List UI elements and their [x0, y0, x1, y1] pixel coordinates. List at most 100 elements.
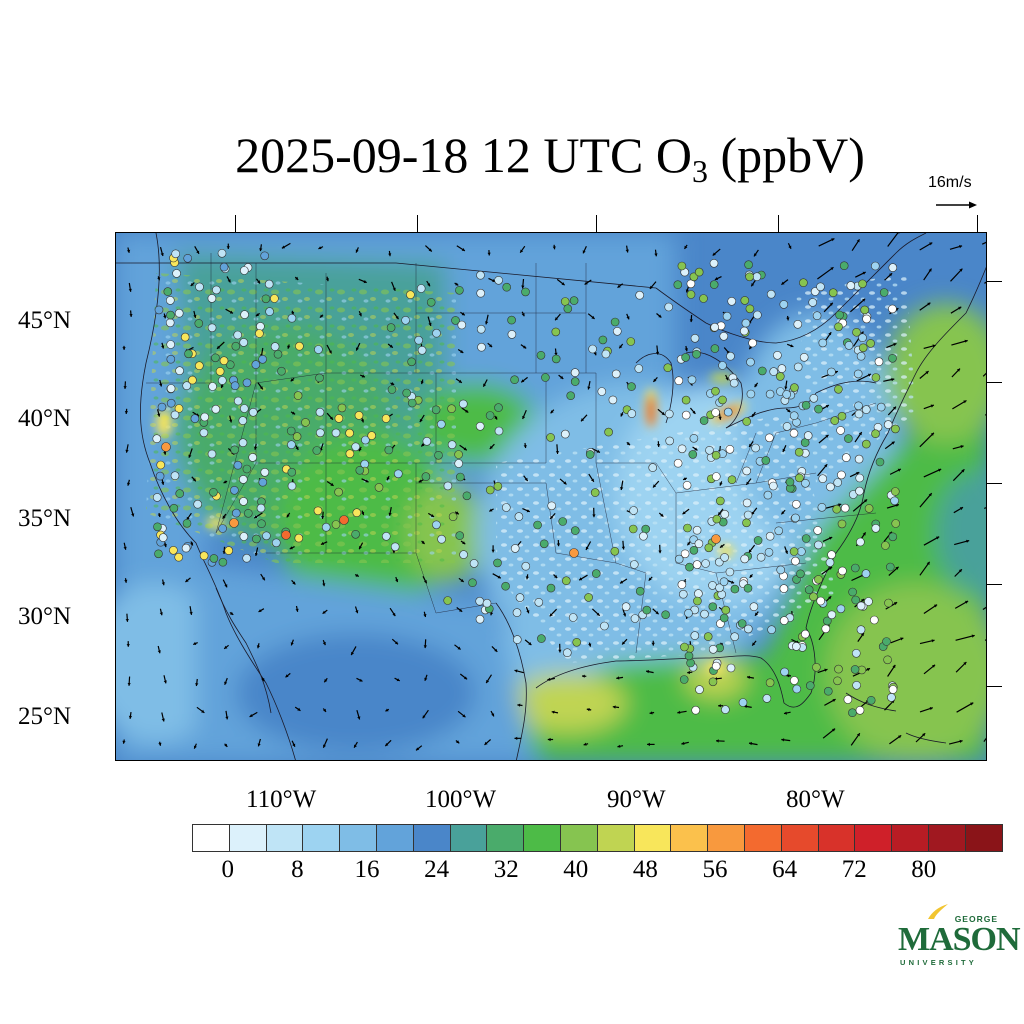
station-marker[interactable] — [746, 357, 755, 367]
station-marker[interactable] — [230, 445, 239, 455]
station-marker[interactable] — [585, 450, 595, 459]
station-marker[interactable] — [501, 503, 511, 512]
station-marker[interactable] — [287, 481, 297, 491]
station-marker[interactable] — [684, 651, 694, 661]
station-marker[interactable] — [558, 517, 568, 526]
station-marker[interactable] — [512, 608, 522, 617]
station-marker[interactable] — [629, 560, 639, 569]
station-marker[interactable] — [856, 351, 866, 361]
station-marker[interactable] — [251, 360, 261, 369]
station-marker[interactable] — [851, 595, 861, 605]
station-marker[interactable] — [493, 482, 503, 491]
station-marker[interactable] — [166, 310, 175, 320]
station-marker[interactable] — [687, 375, 697, 385]
station-marker[interactable] — [855, 705, 865, 715]
station-marker[interactable] — [679, 675, 689, 684]
station-marker[interactable] — [861, 439, 871, 449]
station-marker[interactable] — [381, 414, 391, 423]
station-marker[interactable] — [635, 586, 645, 596]
station-marker[interactable] — [856, 537, 865, 547]
station-marker[interactable] — [207, 449, 217, 459]
station-marker[interactable] — [547, 501, 557, 511]
station-marker[interactable] — [256, 503, 266, 513]
station-marker[interactable] — [207, 294, 217, 303]
station-marker[interactable] — [161, 442, 171, 452]
station-marker[interactable] — [785, 477, 795, 487]
station-marker[interactable] — [260, 251, 269, 261]
station-marker[interactable] — [570, 368, 580, 377]
station-marker[interactable] — [700, 609, 709, 619]
station-marker[interactable] — [726, 663, 736, 673]
station-marker[interactable] — [822, 616, 832, 626]
station-marker[interactable] — [226, 360, 235, 369]
station-marker[interactable] — [437, 534, 446, 544]
station-marker[interactable] — [165, 318, 175, 328]
station-marker[interactable] — [152, 434, 162, 443]
station-marker[interactable] — [361, 435, 370, 445]
station-marker[interactable] — [879, 288, 889, 297]
station-marker[interactable] — [294, 533, 304, 543]
station-marker[interactable] — [861, 569, 871, 578]
station-marker[interactable] — [211, 404, 221, 414]
station-marker[interactable] — [443, 596, 453, 605]
station-marker[interactable] — [195, 282, 204, 292]
station-marker[interactable] — [171, 249, 181, 259]
station-marker[interactable] — [752, 272, 762, 282]
station-marker[interactable] — [834, 385, 843, 394]
station-marker[interactable] — [800, 629, 810, 639]
station-marker[interactable] — [315, 407, 325, 417]
station-marker[interactable] — [170, 410, 180, 420]
station-marker[interactable] — [746, 389, 756, 399]
station-marker[interactable] — [239, 532, 249, 541]
station-marker[interactable] — [260, 468, 270, 477]
station-marker[interactable] — [816, 596, 826, 606]
station-marker[interactable] — [334, 414, 344, 423]
station-marker[interactable] — [855, 473, 865, 483]
station-marker[interactable] — [835, 310, 844, 320]
station-marker[interactable] — [884, 598, 893, 608]
station-marker[interactable] — [386, 323, 396, 332]
station-marker[interactable] — [231, 341, 241, 351]
station-marker[interactable] — [852, 328, 861, 337]
station-marker[interactable] — [477, 342, 486, 352]
station-marker[interactable] — [634, 364, 644, 373]
station-marker[interactable] — [681, 353, 690, 362]
station-marker[interactable] — [677, 444, 687, 454]
station-marker[interactable] — [244, 508, 253, 518]
station-marker[interactable] — [694, 539, 704, 549]
station-marker[interactable] — [740, 296, 750, 305]
station-marker[interactable] — [715, 583, 724, 593]
station-marker[interactable] — [258, 477, 268, 487]
station-marker[interactable] — [627, 409, 637, 418]
station-marker[interactable] — [454, 459, 464, 468]
station-marker[interactable] — [688, 450, 698, 459]
station-marker[interactable] — [723, 407, 733, 417]
station-marker[interactable] — [174, 308, 184, 318]
station-marker[interactable] — [610, 317, 620, 327]
station-marker[interactable] — [406, 290, 415, 300]
station-marker[interactable] — [814, 575, 823, 584]
station-marker[interactable] — [339, 515, 349, 525]
station-marker[interactable] — [562, 648, 572, 658]
station-marker[interactable] — [416, 284, 426, 293]
station-marker[interactable] — [262, 531, 271, 541]
station-marker[interactable] — [682, 481, 692, 490]
station-marker[interactable] — [158, 533, 168, 542]
station-marker[interactable] — [780, 667, 789, 677]
station-marker[interactable] — [510, 544, 520, 553]
station-marker[interactable] — [686, 290, 696, 299]
station-marker[interactable] — [683, 523, 692, 533]
station-marker[interactable] — [711, 450, 721, 460]
station-marker[interactable] — [890, 487, 900, 496]
station-marker[interactable] — [256, 322, 265, 331]
station-marker[interactable] — [314, 345, 323, 354]
station-marker[interactable] — [789, 428, 799, 438]
station-marker[interactable] — [468, 578, 477, 588]
station-marker[interactable] — [721, 605, 731, 615]
station-marker[interactable] — [238, 438, 248, 447]
station-marker[interactable] — [563, 304, 573, 313]
station-marker[interactable] — [809, 592, 818, 602]
station-marker[interactable] — [190, 414, 200, 423]
station-marker[interactable] — [154, 549, 163, 559]
station-marker[interactable] — [493, 558, 502, 568]
